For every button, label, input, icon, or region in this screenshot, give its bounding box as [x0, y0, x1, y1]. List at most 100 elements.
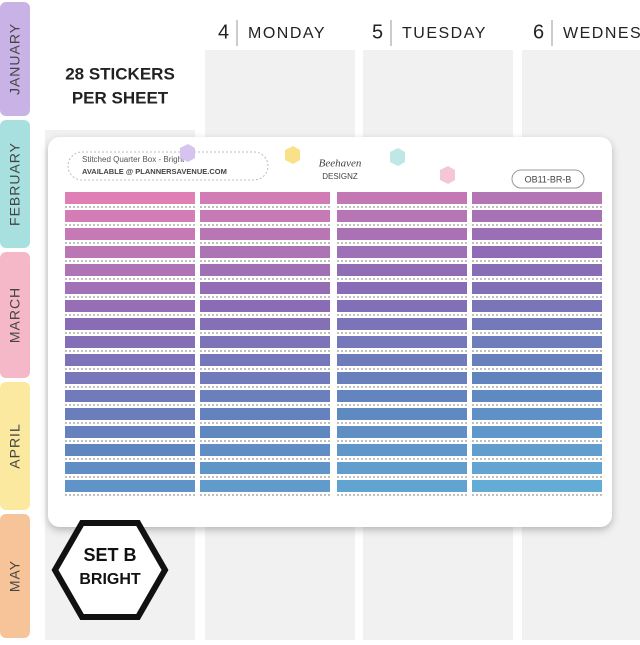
sticker-strip — [472, 336, 602, 348]
sticker-strip — [65, 318, 195, 330]
sticker-strip — [200, 462, 330, 474]
sticker-strip — [65, 246, 195, 258]
sticker-strip — [200, 390, 330, 402]
month-label: JANUARY — [7, 23, 23, 95]
sticker-strip — [200, 318, 330, 330]
logo: DESIGNZ — [322, 172, 358, 181]
day-name: MONDAY — [248, 25, 326, 42]
sticker-strip — [472, 246, 602, 258]
sticker-strip — [472, 390, 602, 402]
badge-text: SET B — [83, 545, 136, 565]
sticker-strip — [337, 426, 467, 438]
sticker-strip — [472, 264, 602, 276]
sticker-strip — [337, 372, 467, 384]
sticker-strip — [337, 408, 467, 420]
sticker-strip — [200, 192, 330, 204]
sticker-strip — [65, 480, 195, 492]
sticker-strip — [65, 372, 195, 384]
sticker-strip — [65, 282, 195, 294]
sticker-strip — [337, 228, 467, 240]
sticker-strip — [65, 354, 195, 366]
month-label: MARCH — [7, 287, 23, 343]
sticker-strip — [337, 318, 467, 330]
sticker-strip — [472, 354, 602, 366]
callout-text: PER SHEET — [72, 88, 169, 107]
sticker-strip — [337, 462, 467, 474]
sticker-strip — [200, 336, 330, 348]
callout-box — [45, 50, 195, 130]
sticker-strip — [337, 300, 467, 312]
sticker-strip — [65, 210, 195, 222]
sheet-title: Stitched Quarter Box - Bright — [82, 155, 185, 164]
sticker-strip — [65, 336, 195, 348]
hexagon-deco — [440, 166, 455, 184]
sticker-strip — [337, 282, 467, 294]
sticker-strip — [200, 354, 330, 366]
sticker-strip — [337, 264, 467, 276]
sticker-strip — [472, 192, 602, 204]
sticker-strip — [472, 462, 602, 474]
sticker-strip — [472, 228, 602, 240]
hexagon-deco — [180, 144, 195, 162]
sticker-strip — [337, 354, 467, 366]
sticker-strip — [65, 192, 195, 204]
label-frame — [67, 151, 269, 181]
sticker-strip — [200, 372, 330, 384]
sticker-strip — [200, 246, 330, 258]
hexagon-deco — [285, 146, 300, 164]
month-tab — [0, 514, 30, 638]
day-name: WEDNES — [563, 25, 640, 42]
sticker-strip — [472, 372, 602, 384]
sticker-strip — [200, 264, 330, 276]
callout-text: 28 STICKERS — [65, 64, 175, 83]
month-tab — [0, 120, 30, 248]
sticker-strip — [65, 264, 195, 276]
sticker-strip — [472, 426, 602, 438]
sticker-strip — [65, 408, 195, 420]
sticker-strip — [200, 444, 330, 456]
sticker-strip — [200, 426, 330, 438]
sticker-strip — [472, 408, 602, 420]
sticker-strip — [65, 444, 195, 456]
day-number: 5 — [372, 21, 383, 43]
badge — [51, 520, 169, 620]
sticker-strip — [200, 408, 330, 420]
month-tab — [0, 252, 30, 378]
sticker-strip — [65, 462, 195, 474]
logo: Beehaven — [319, 158, 362, 170]
sticker-strip — [65, 426, 195, 438]
month-label: APRIL — [7, 423, 23, 468]
sticker-strip — [472, 480, 602, 492]
sheet-available: AVAILABLE @ PLANNERSAVENUE.COM — [82, 167, 227, 176]
day-number: 4 — [218, 21, 229, 43]
sticker-strip — [472, 318, 602, 330]
sticker-strip — [200, 480, 330, 492]
hexagon-deco — [390, 148, 405, 166]
sheet-code: OB11-BR-B — [525, 174, 572, 184]
sticker-strip — [65, 228, 195, 240]
sticker-strip — [337, 480, 467, 492]
badge-text: BRIGHT — [79, 571, 141, 588]
month-tab — [0, 382, 30, 510]
sticker-strip — [200, 300, 330, 312]
sticker-strip — [200, 282, 330, 294]
sticker-strip — [472, 444, 602, 456]
sticker-strip — [472, 300, 602, 312]
sticker-strip — [472, 210, 602, 222]
sticker-strip — [337, 246, 467, 258]
sticker-strip — [200, 228, 330, 240]
month-tab — [0, 2, 30, 116]
month-label: MAY — [7, 560, 23, 592]
sticker-strip — [472, 282, 602, 294]
sticker-strip — [200, 210, 330, 222]
sticker-strip — [337, 192, 467, 204]
sticker-strip — [337, 336, 467, 348]
sticker-strip — [337, 210, 467, 222]
month-label: FEBRUARY — [7, 142, 23, 226]
day-number: 6 — [533, 21, 544, 43]
sticker-strip — [337, 444, 467, 456]
code-frame — [511, 169, 585, 189]
sticker-strip — [65, 300, 195, 312]
day-name: TUESDAY — [402, 25, 487, 42]
